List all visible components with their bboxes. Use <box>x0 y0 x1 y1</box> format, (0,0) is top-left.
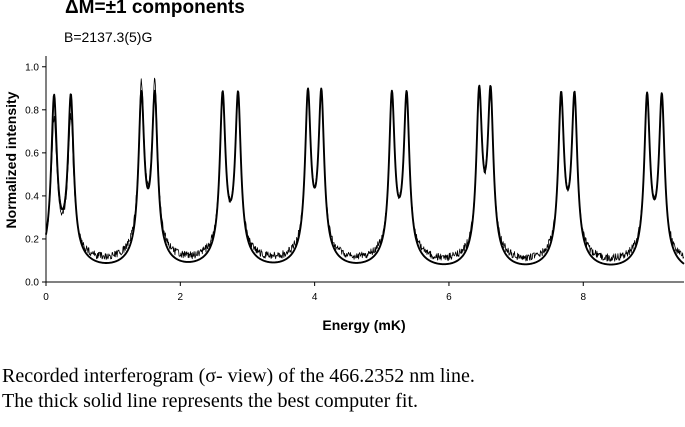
y-tick-label: 1.0 <box>25 62 39 73</box>
series-layer <box>45 77 685 266</box>
figure-caption: Recorded interferogram (σ- view) of the … <box>2 364 682 414</box>
y-tick-label: 0.4 <box>25 191 39 202</box>
chart-title: ΔM=±1 components <box>65 0 245 18</box>
y-axis-label: Normalized intensity <box>3 91 19 228</box>
x-tick-label: 0 <box>43 292 49 303</box>
y-tick-label: 0.0 <box>25 278 39 289</box>
caption-line-2: The thick solid line represents the best… <box>2 390 418 412</box>
x-tick-label: 8 <box>580 292 586 303</box>
x-tick-label: 4 <box>312 292 318 303</box>
y-tick-label: 0.2 <box>25 234 39 245</box>
caption-line-1: Recorded interferogram (σ- view) of the … <box>2 365 475 387</box>
axes: 0 2 4 6 8 0.0 0.2 0.4 0.6 0.8 1.0 <box>25 56 684 303</box>
x-tick-label: 6 <box>446 292 452 303</box>
recorded-data-line <box>45 77 685 262</box>
y-tick-label: 0.6 <box>25 148 39 159</box>
x-tick-label: 2 <box>178 292 184 303</box>
axis-labels: Energy (mK) Normalized intensity <box>3 91 406 333</box>
y-tick-label: 0.8 <box>25 105 39 116</box>
plot-area: 0 2 4 6 8 0.0 0.2 0.4 0.6 0.8 1.0 Energy (mK) Norm… <box>3 56 685 333</box>
fit-line <box>45 84 685 266</box>
chart-subtitle: B=2137.3(5)G <box>64 29 153 45</box>
x-axis-label: Energy (mK) <box>322 317 405 333</box>
